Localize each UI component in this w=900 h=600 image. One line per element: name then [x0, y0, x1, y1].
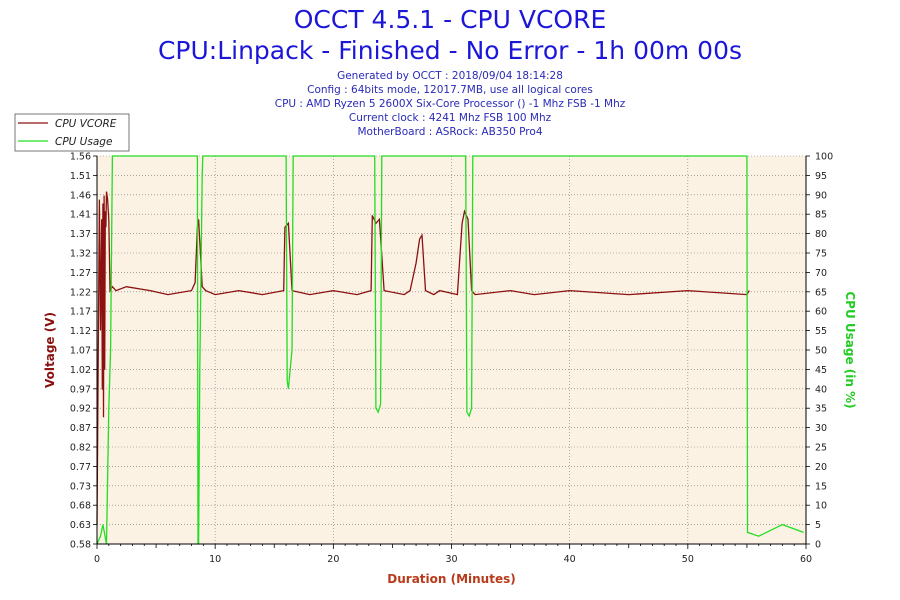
- legend: CPU VCORE CPU Usage: [14, 113, 130, 152]
- y-right-tick-label: 90: [815, 190, 827, 201]
- y-left-tick-label: 0.82: [70, 443, 91, 454]
- y-right-tick-label: 15: [815, 481, 827, 492]
- y-left-tick-label: 1.02: [70, 365, 91, 376]
- y-right-tick-label: 70: [815, 268, 827, 279]
- y-left-tick-label: 0.77: [70, 462, 91, 473]
- legend-box: [14, 113, 130, 152]
- y-axis-left-label: Voltage (V): [43, 312, 57, 388]
- y-left-tick-label: 1.41: [70, 210, 91, 221]
- y-left-tick-label: 1.17: [70, 307, 91, 318]
- info-clock: Current clock : 4241 Mhz FSB 100 Mhz: [348, 112, 552, 124]
- y-left-tick-label: 0.68: [70, 501, 91, 512]
- x-axis-label: Duration (Minutes): [387, 572, 515, 586]
- y-left-tick-label: 1.12: [70, 326, 91, 337]
- y-right-tick-label: 95: [815, 171, 827, 182]
- x-tick-label: 50: [682, 554, 694, 565]
- y-left-tick-label: 0.58: [70, 540, 91, 551]
- y-right-tick-label: 45: [815, 365, 827, 376]
- x-tick-label: 20: [327, 554, 339, 565]
- chart-subtitle: CPU:Linpack - Finished - No Error - 1h 0…: [157, 36, 743, 65]
- y-right-tick-label: 55: [815, 326, 827, 337]
- y-left-tick-label: 1.56: [70, 152, 91, 163]
- y-right-tick-label: 65: [815, 287, 827, 298]
- y-right-tick-label: 80: [815, 229, 827, 240]
- y-right-tick-label: 100: [815, 152, 833, 163]
- x-tick-label: 10: [209, 554, 221, 565]
- tick-labels: 0.58 0.63 0.68 0.73 0.77 0.82 0.87 0.92 0.97 1.02…: [70, 152, 833, 566]
- y-right-tick-label: 60: [815, 307, 827, 318]
- y-right-tick-label: 30: [815, 423, 827, 434]
- y-left-tick-label: 0.87: [70, 423, 91, 434]
- x-tick-label: 40: [564, 554, 576, 565]
- y-left-tick-label: 0.97: [70, 384, 91, 395]
- y-right-tick-label: 20: [815, 462, 827, 473]
- series-layer: [96, 155, 804, 545]
- legend-label-vcore: CPU VCORE: [55, 118, 117, 130]
- y-left-tick-label: 1.07: [70, 346, 91, 357]
- y-right-tick-label: 75: [815, 249, 827, 260]
- y-right-tick-label: 25: [815, 443, 827, 454]
- legend-label-usage: CPU Usage: [55, 136, 112, 148]
- y-left-tick-label: 1.46: [70, 190, 91, 201]
- x-tick-label: 30: [445, 554, 457, 565]
- y-right-tick-label: 5: [815, 520, 821, 531]
- y-left-tick-label: 1.37: [70, 229, 91, 240]
- y-left-tick-label: 1.27: [70, 268, 91, 279]
- info-generated: Generated by OCCT : 2018/09/04 18:14:28: [337, 70, 563, 82]
- y-left-tick-label: 0.92: [70, 404, 91, 415]
- y-left-tick-label: 0.73: [70, 481, 91, 492]
- y-right-tick-label: 10: [815, 501, 827, 512]
- y-right-tick-label: 50: [815, 346, 827, 357]
- y-left-tick-label: 1.32: [70, 249, 91, 260]
- y-left-tick-label: 0.63: [70, 520, 91, 531]
- info-motherboard: MotherBoard : ASRock: AB350 Pro4: [357, 126, 543, 138]
- y-right-tick-label: 85: [815, 210, 827, 221]
- info-config: Config : 64bits mode, 12017.7MB, use all…: [307, 84, 593, 96]
- y-left-tick-label: 1.51: [70, 171, 91, 182]
- y-right-tick-label: 40: [815, 384, 827, 395]
- y-right-tick-label: 0: [815, 540, 821, 551]
- x-tick-label: 60: [800, 554, 812, 565]
- y-left-tick-label: 1.22: [70, 287, 91, 298]
- x-tick-label: 0: [94, 554, 100, 565]
- axes: [93, 155, 810, 549]
- series-line-usage: [96, 155, 804, 545]
- y-right-tick-label: 35: [815, 404, 827, 415]
- y-axis-right-label: CPU Usage (in %): [843, 291, 857, 408]
- info-cpu: CPU : AMD Ryzen 5 2600X Six-Core Process…: [274, 98, 626, 110]
- chart-title: OCCT 4.5.1 - CPU VCORE: [293, 5, 607, 34]
